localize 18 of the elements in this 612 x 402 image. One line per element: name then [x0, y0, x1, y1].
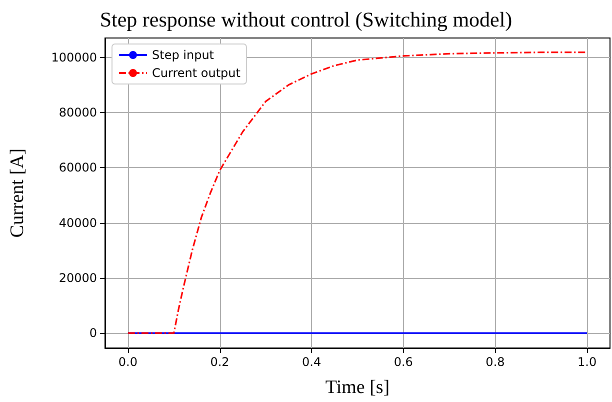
x-tick-label: 0.8 [486, 355, 505, 369]
x-tick-label: 0.4 [302, 355, 322, 369]
y-tick-label: 80000 [58, 105, 97, 120]
chart-title: Step response without control (Switching model) [100, 8, 512, 32]
y-tick-label: 20000 [58, 270, 97, 285]
x-axis-title: Time [s] [325, 377, 390, 398]
line-series [127, 52, 588, 334]
y-tick-label: 0 [89, 326, 97, 340]
legend-label: Current output [152, 66, 241, 80]
legend-label: Step input [152, 48, 214, 62]
x-tick-label: 0.0 [118, 355, 138, 369]
y-tick-label: 60000 [58, 160, 97, 175]
y-axis-title: Current [A] [7, 148, 28, 238]
x-tick-label: 0.6 [394, 355, 413, 369]
x-tick-label: 1.0 [578, 355, 597, 369]
y-tick-label: 40000 [58, 216, 97, 230]
x-tick-label: 0.2 [210, 355, 230, 369]
y-tick-label: 100000 [51, 50, 97, 64]
